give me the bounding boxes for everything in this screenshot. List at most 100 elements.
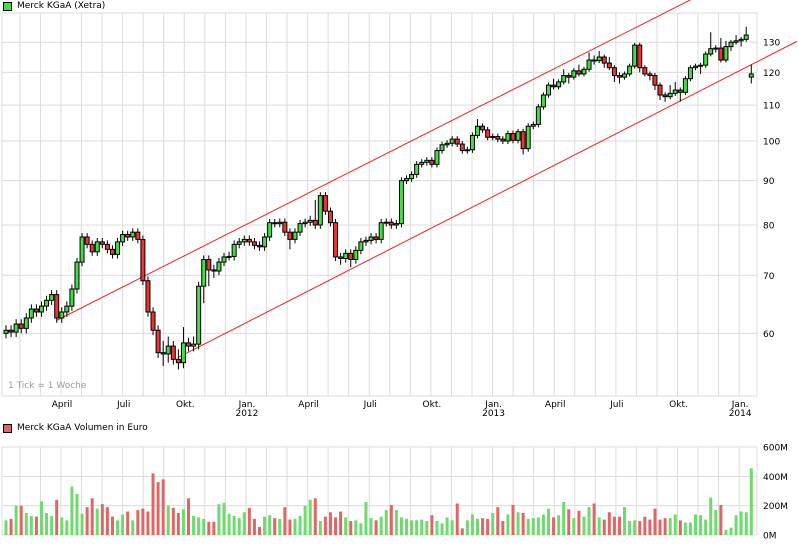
- candle-body: [611, 67, 617, 77]
- candle: [703, 51, 709, 68]
- candle-body: [515, 131, 521, 141]
- volume-bar: [501, 521, 505, 535]
- volume-bar: [683, 522, 687, 535]
- volume-bar: [166, 505, 170, 535]
- volume-bar: [425, 521, 429, 535]
- candle-body: [74, 261, 80, 290]
- candle: [125, 230, 131, 241]
- x-tick-label: Okt.: [669, 400, 688, 410]
- candle: [353, 246, 359, 264]
- candle-body: [18, 323, 24, 329]
- volume-bar: [597, 517, 601, 535]
- volume-bar: [643, 516, 647, 535]
- candle: [444, 140, 450, 148]
- candle-body: [703, 53, 709, 66]
- x-tick-label: Juli: [116, 400, 130, 410]
- x-tick-label: Okt.: [176, 400, 195, 410]
- volume-bar: [34, 516, 38, 535]
- candle: [652, 73, 658, 91]
- candle: [84, 233, 90, 249]
- candle: [59, 307, 65, 323]
- volume-bar: [541, 514, 545, 535]
- volume-bar: [491, 513, 495, 535]
- candle-body: [693, 65, 699, 69]
- candle: [206, 255, 212, 287]
- candle: [520, 128, 526, 155]
- candle-body: [33, 308, 39, 313]
- candle-body: [738, 38, 744, 42]
- candle: [464, 146, 470, 154]
- candle-body: [277, 221, 283, 225]
- candle-body: [231, 243, 237, 257]
- volume-bar: [263, 516, 267, 535]
- volume-bar: [673, 514, 677, 535]
- candle-body: [378, 222, 384, 240]
- candle-body: [23, 317, 29, 329]
- volume-bar: [481, 518, 485, 535]
- volume-bar: [410, 520, 414, 535]
- candle-body: [525, 125, 531, 150]
- volume-bar: [486, 518, 490, 535]
- candle-body: [677, 89, 683, 93]
- candle-body: [120, 234, 126, 243]
- volume-bar: [339, 511, 343, 535]
- volume-y-tick-label: 600M: [763, 444, 788, 454]
- volume-bar: [156, 482, 160, 535]
- volume-bar: [506, 514, 510, 535]
- volume-bar: [14, 505, 18, 535]
- volume-bar: [288, 519, 292, 535]
- candle: [343, 249, 349, 263]
- volume-bar: [136, 510, 140, 535]
- candle-body: [454, 138, 460, 145]
- candle: [718, 37, 724, 63]
- volume-bar: [105, 507, 109, 535]
- candle-body: [104, 243, 110, 250]
- volume-bar: [192, 515, 196, 535]
- candle-body: [718, 47, 724, 61]
- candle: [211, 264, 217, 278]
- volume-bar: [334, 517, 338, 535]
- candle: [28, 304, 34, 323]
- volume-bar: [557, 515, 561, 535]
- candle-body: [201, 259, 207, 287]
- candle-body: [59, 311, 65, 319]
- volume-bar: [445, 517, 449, 535]
- candle-body: [556, 81, 562, 88]
- candle: [505, 130, 511, 145]
- candle-body: [748, 73, 754, 78]
- candle-body: [125, 234, 131, 238]
- candle-body: [196, 285, 202, 345]
- volume-bar: [511, 504, 515, 535]
- candle: [682, 76, 688, 96]
- candle-body: [267, 222, 273, 238]
- candle-body: [186, 342, 192, 347]
- volume-bar: [126, 511, 130, 535]
- candle: [667, 85, 673, 100]
- candle-body: [180, 342, 186, 364]
- candle: [180, 327, 186, 369]
- candle: [231, 240, 237, 261]
- candle: [368, 233, 374, 245]
- volume-legend-label: Merck KGaA Volumen in Euro: [17, 423, 148, 433]
- candle: [241, 235, 247, 246]
- candle-body: [373, 236, 379, 240]
- candle: [201, 255, 207, 304]
- volume-bar: [450, 520, 454, 535]
- y-tick-label: 80: [763, 222, 775, 232]
- candle-body: [28, 308, 34, 319]
- candle-body: [8, 329, 14, 333]
- candle-body: [601, 56, 607, 64]
- candle: [373, 233, 379, 244]
- volume-bar: [227, 513, 231, 535]
- candle-body: [49, 294, 55, 301]
- volume-bar: [617, 516, 621, 535]
- candle: [576, 64, 582, 77]
- volume-bar: [526, 518, 530, 535]
- x-tick-label: Juli: [363, 400, 377, 410]
- candle: [561, 69, 567, 85]
- candle: [693, 63, 699, 71]
- candle: [733, 35, 739, 45]
- candle: [454, 136, 460, 148]
- candle: [221, 252, 227, 267]
